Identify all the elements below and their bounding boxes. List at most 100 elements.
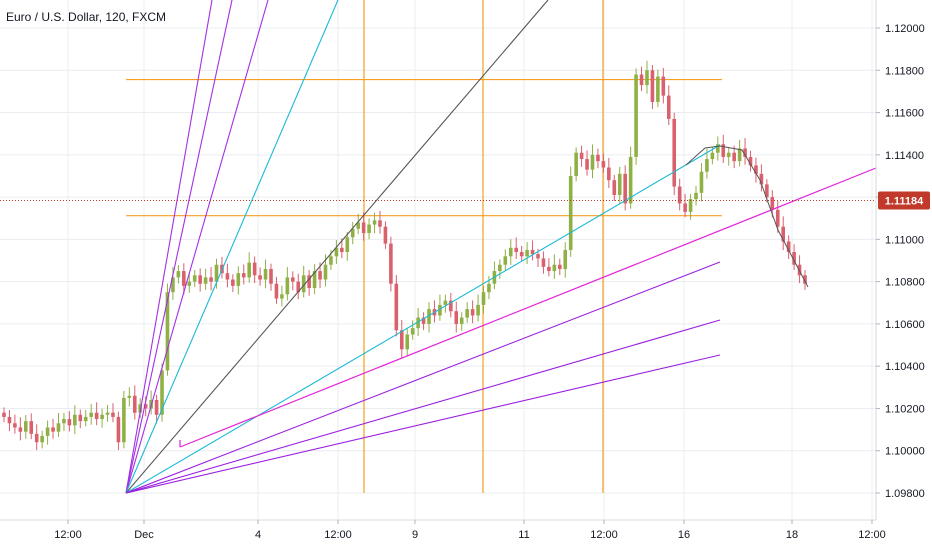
y-tick-label: 1.10800 — [885, 277, 925, 289]
candle-body — [416, 317, 420, 329]
candle-body — [454, 311, 459, 324]
candle-body — [596, 154, 600, 162]
candle-body — [775, 209, 780, 227]
fan-line-cyan — [125, 144, 721, 494]
candle-body — [623, 173, 627, 204]
candle-body — [754, 165, 758, 174]
candle-body — [557, 264, 562, 269]
y-tick-label: 1.11600 — [885, 108, 924, 120]
candle-body — [62, 419, 66, 424]
candle-body — [252, 262, 257, 276]
candle-body — [122, 397, 126, 443]
fan-line-purple-1 — [125, 0, 213, 494]
candle-body — [525, 249, 529, 257]
candle-body — [7, 416, 12, 424]
x-tick-label: 12:00 — [590, 529, 618, 541]
candle-body — [421, 317, 426, 324]
candle-body — [470, 309, 475, 316]
candle-body — [225, 273, 230, 280]
candle-body — [508, 247, 513, 257]
fan-line-violet-3 — [125, 354, 721, 494]
y-tick-label: 1.10200 — [885, 403, 925, 415]
fan-line-magenta — [179, 167, 877, 448]
candle-body — [56, 423, 61, 432]
candle-body — [18, 427, 23, 432]
candle-body — [51, 427, 55, 432]
y-tick-label: 1.10400 — [885, 361, 925, 373]
candle-body — [759, 173, 764, 185]
candle-body — [160, 370, 164, 415]
candle-body — [427, 309, 431, 324]
y-tick-label: 1.12000 — [885, 23, 925, 35]
candle-body — [639, 74, 644, 86]
candle-body — [340, 247, 344, 253]
candle-body — [530, 249, 535, 255]
trend-curve — [685, 145, 809, 288]
candle-body — [241, 273, 246, 278]
candle-body — [290, 277, 295, 282]
candle-body — [666, 95, 671, 119]
candle-body — [105, 412, 110, 415]
x-tick-label: 12:00 — [54, 529, 82, 541]
candle-body — [83, 416, 88, 422]
candle-body — [2, 412, 6, 417]
candle-body — [438, 304, 442, 316]
candle-body — [165, 292, 170, 371]
candle-body — [100, 414, 104, 420]
candle-body — [296, 281, 301, 293]
price-axis[interactable]: 1.120001.118001.116001.114001.112001.110… — [876, 23, 925, 500]
candle-body — [198, 275, 202, 284]
candle-body — [143, 404, 148, 409]
candle-body — [547, 266, 551, 272]
candle-body — [187, 281, 192, 286]
last-price-badge-bg — [878, 191, 930, 210]
candle-body — [699, 171, 704, 193]
candle-body — [334, 247, 339, 257]
candle-body — [410, 328, 415, 335]
candle-body — [770, 197, 775, 210]
fan-line-black — [125, 0, 549, 494]
candle-body — [263, 268, 268, 280]
candle-body — [301, 275, 306, 293]
x-tick-label: 9 — [412, 529, 418, 541]
candle-body — [443, 300, 448, 305]
candles — [2, 60, 807, 451]
y-tick-label: 1.11000 — [885, 234, 924, 246]
candle-body — [372, 220, 377, 225]
candle-body — [258, 275, 262, 280]
candle-body — [628, 156, 633, 204]
candle-body — [683, 203, 687, 212]
candle-body — [716, 144, 720, 153]
fan-line-purple-3 — [125, 0, 269, 494]
candle-body — [465, 309, 469, 318]
candle-body — [449, 300, 453, 312]
candle-body — [601, 161, 606, 168]
candle-body — [89, 412, 93, 417]
candle-body — [721, 144, 726, 157]
candle-body — [661, 76, 666, 96]
x-tick-label: 11 — [518, 529, 529, 541]
candle-body — [705, 159, 709, 172]
candle-body — [514, 247, 519, 253]
candle-body — [803, 275, 807, 284]
candle-body — [73, 414, 77, 426]
candle-body — [203, 277, 208, 284]
candle-body — [45, 427, 50, 436]
grid — [0, 0, 876, 520]
candle-body — [645, 70, 649, 86]
candle-body — [94, 412, 99, 420]
candle-body — [688, 199, 693, 212]
candle-body — [285, 277, 290, 295]
candle-body — [154, 400, 159, 415]
time-axis[interactable]: 12:00 Dec 4 12:00 9 11 12:00 16 18 12:00 — [54, 520, 886, 541]
candle-body — [323, 264, 328, 280]
candle-body — [389, 243, 393, 284]
candle-body — [269, 268, 273, 284]
candle-body — [552, 264, 557, 272]
candle-body — [519, 252, 524, 257]
candle-body — [617, 173, 622, 195]
candle-body — [132, 395, 137, 413]
candle-body — [329, 256, 333, 265]
